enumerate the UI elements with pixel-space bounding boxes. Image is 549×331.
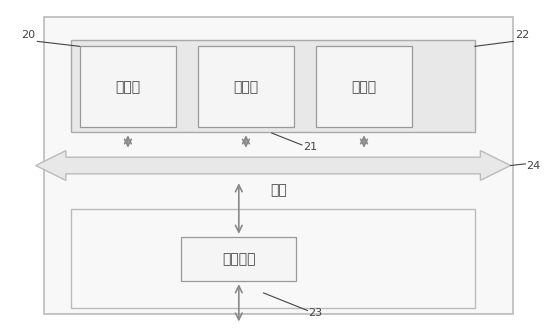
Bar bbox=[44, 17, 513, 314]
Text: 显示屏: 显示屏 bbox=[233, 80, 258, 94]
Bar bbox=[71, 40, 475, 132]
Text: 存储器: 存储器 bbox=[351, 80, 376, 94]
Polygon shape bbox=[36, 151, 511, 180]
Text: 通信接口: 通信接口 bbox=[222, 252, 256, 266]
Bar bbox=[71, 209, 475, 308]
Text: 24: 24 bbox=[526, 161, 541, 170]
Text: 处理器: 处理器 bbox=[115, 80, 140, 94]
Text: 21: 21 bbox=[303, 142, 317, 152]
Bar bbox=[316, 46, 412, 127]
Text: 23: 23 bbox=[309, 308, 323, 318]
Text: 20: 20 bbox=[21, 30, 36, 40]
Bar bbox=[80, 46, 176, 127]
Bar bbox=[198, 46, 294, 127]
Text: 22: 22 bbox=[516, 30, 530, 40]
Text: 总线: 总线 bbox=[271, 183, 287, 197]
Bar bbox=[181, 237, 296, 281]
